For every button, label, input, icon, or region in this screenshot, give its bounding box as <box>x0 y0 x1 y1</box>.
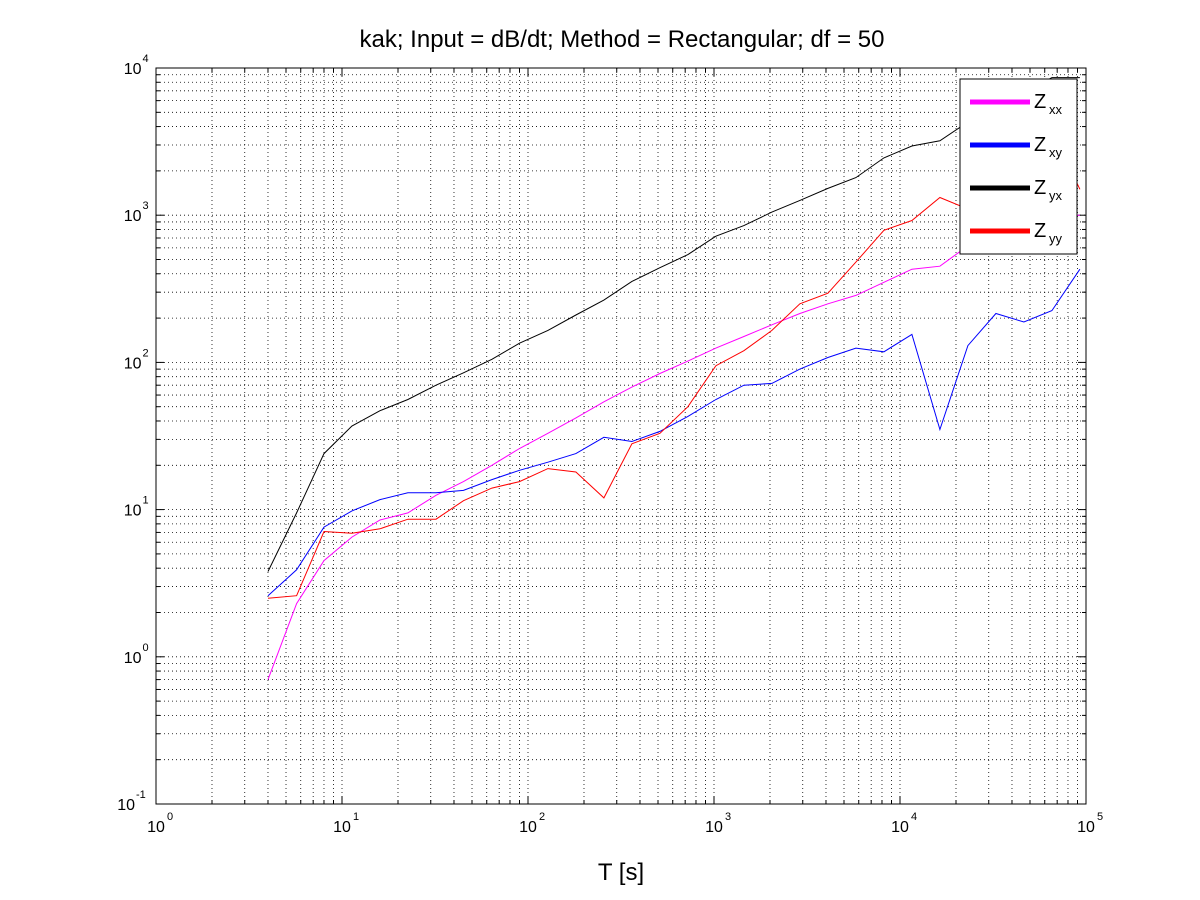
series-lines <box>267 77 1081 680</box>
series-line-z-yx <box>267 77 1080 572</box>
x-tick-exponent: 0 <box>167 811 173 823</box>
x-tick-exponent: 3 <box>725 811 731 823</box>
y-tick-exponent: 3 <box>143 200 149 212</box>
legend-label: Z <box>1034 134 1046 156</box>
x-tick-exponent: 2 <box>539 811 545 823</box>
legend-label-subscript: xx <box>1049 102 1063 117</box>
legend-box <box>959 78 1078 255</box>
y-tick-label: 10 <box>124 503 142 520</box>
legend-label-subscript: yy <box>1049 231 1063 246</box>
x-tick-exponent: 1 <box>353 811 359 823</box>
y-tick-label: 10 <box>124 355 142 372</box>
legend-label: Z <box>1034 177 1046 199</box>
y-tick-exponent: -1 <box>136 789 146 801</box>
legend-label-subscript: yx <box>1049 188 1063 203</box>
y-tick-label: 10 <box>124 208 142 225</box>
y-tick-exponent: 2 <box>143 347 149 359</box>
legend-label-subscript: xy <box>1049 145 1063 160</box>
x-tick-label: 10 <box>1077 819 1095 836</box>
plot-area-frame <box>155 67 1087 805</box>
x-tick-label: 10 <box>891 819 909 836</box>
x-tick-label: 10 <box>519 819 537 836</box>
series-line-z-yy <box>267 128 1081 599</box>
legend-label: Z <box>1034 220 1046 242</box>
y-tick-label: 10 <box>124 61 142 78</box>
series-line-z-xy <box>267 268 1081 597</box>
y-tick-exponent: 0 <box>143 642 149 654</box>
series-line-z-xx <box>267 214 1080 680</box>
grid <box>156 68 1086 804</box>
x-tick-exponent: 4 <box>911 811 917 823</box>
x-tick-label: 10 <box>705 819 723 836</box>
y-tick-exponent: 4 <box>143 53 149 65</box>
y-tick-label: 10 <box>117 797 135 814</box>
x-tick-label: 10 <box>333 819 351 836</box>
y-tick-exponent: 1 <box>143 495 149 507</box>
x-tick-label: 10 <box>147 819 165 836</box>
y-tick-label: 10 <box>124 650 142 667</box>
chart-title: kak; Input = dB/dt; Method = Rectangular… <box>360 26 885 53</box>
legend-label: Z <box>1034 91 1046 113</box>
x-axis-label: T [s] <box>598 859 644 886</box>
x-tick-exponent: 5 <box>1097 811 1103 823</box>
